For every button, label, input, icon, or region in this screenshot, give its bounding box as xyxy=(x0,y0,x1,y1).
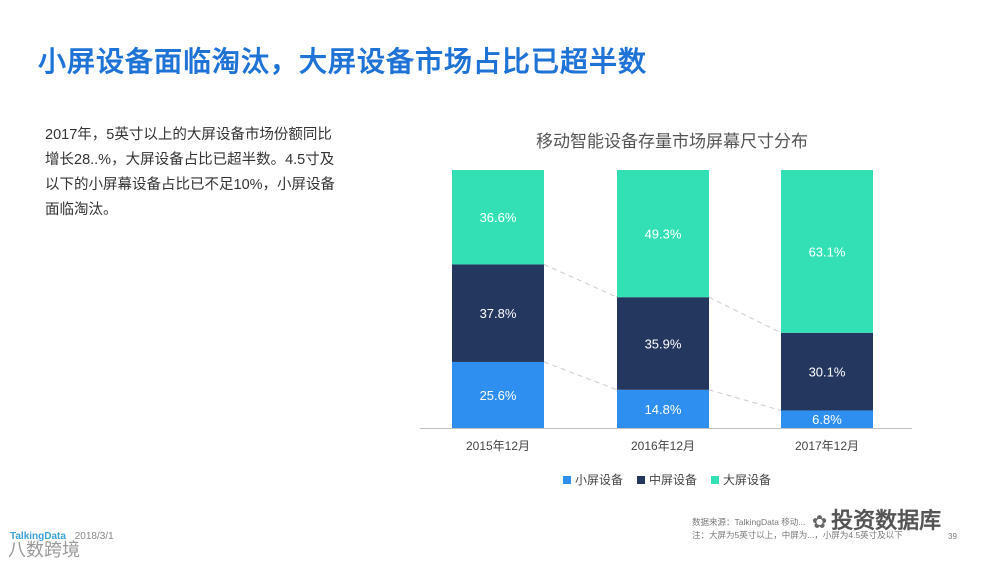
bar-label: 6.8% xyxy=(812,412,842,427)
data-source-note: 数据来源：TalkingData 移动... 注：大屏为5英寸以上，中屏为...… xyxy=(692,516,962,542)
bar-segment xyxy=(617,389,709,428)
bar-segment xyxy=(781,410,873,428)
x-tick-label: 2015年12月 xyxy=(466,439,530,453)
watermark-2: 八数跨境 xyxy=(8,540,80,560)
connector-line xyxy=(543,361,618,391)
legend-label: 大屏设备 xyxy=(723,473,771,487)
bar-label: 30.1% xyxy=(809,365,846,380)
legend-swatch xyxy=(563,476,571,484)
footer-date: 2018/3/1 xyxy=(74,531,114,542)
legend-swatch xyxy=(711,476,719,484)
bar-segment xyxy=(452,170,544,265)
legend-label: 中屏设备 xyxy=(649,472,697,487)
legend-swatch xyxy=(637,476,645,484)
slide-description: 2017年，5英寸以上的大屏设备市场份额同比增长28..%，大屏设备占比已超半数… xyxy=(45,127,336,218)
bar-segment xyxy=(617,297,709,390)
bar-label: 63.1% xyxy=(809,244,846,259)
legend-label: 小屏设备 xyxy=(575,473,623,487)
bar-label: 37.8% xyxy=(480,306,517,321)
source-line-1: 数据来源：TalkingData 移动... xyxy=(692,517,806,527)
bar-segment xyxy=(452,361,544,428)
connector-line xyxy=(708,389,782,411)
bar-label: 36.6% xyxy=(480,210,517,225)
connector-line xyxy=(543,263,618,298)
x-tick-label: 2016年12月 xyxy=(631,439,695,453)
chart-title: 移动智能设备存量市场屏幕尺寸分布 xyxy=(536,132,808,151)
x-tick-label: 2017年12月 xyxy=(795,439,859,453)
bar-segment xyxy=(617,170,709,298)
footer-brand: TalkingData xyxy=(10,531,66,542)
bar-segment xyxy=(781,332,873,411)
bar-label: 25.6% xyxy=(480,388,517,403)
source-line-2: 注：大屏为5英寸以上，中屏为...，小屏为4.5英寸及以下 xyxy=(692,530,903,540)
watermark: ✿ 投资数据库 xyxy=(812,503,941,535)
bar-label: 14.8% xyxy=(645,402,682,417)
connector-line xyxy=(708,296,782,334)
wechat-icon: ✿ xyxy=(812,512,828,532)
watermark-text: 投资数据库 xyxy=(831,508,942,533)
bar-label: 49.3% xyxy=(645,227,682,242)
slide-title: 小屏设备面临淘汰，大屏设备市场占比已超半数 xyxy=(38,46,648,77)
page-number: 39 xyxy=(948,532,957,541)
bar-segment xyxy=(452,264,544,362)
bar-label: 35.9% xyxy=(645,337,682,352)
footer: TalkingData 2018/3/1 xyxy=(10,531,114,542)
bar-segment xyxy=(781,170,873,333)
